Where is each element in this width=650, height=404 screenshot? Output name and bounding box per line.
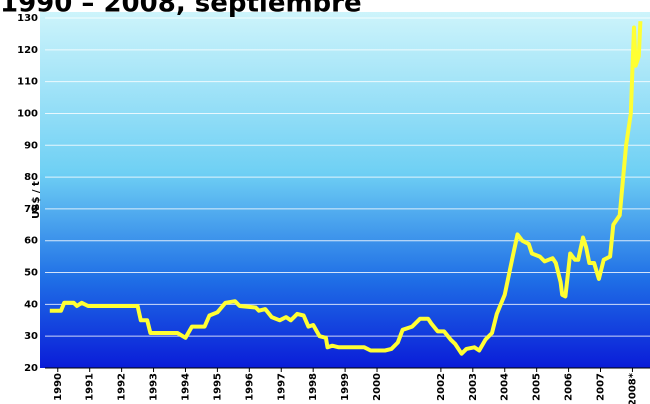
y-axis-label: US$ / t [31, 181, 42, 219]
y-tick-label: 120 [17, 45, 38, 56]
x-tick-label: 1992 [117, 373, 128, 401]
x-tick-label: 2005 [532, 373, 543, 401]
x-tick-label: 2006 [564, 373, 575, 401]
x-tick-label: 1991 [85, 373, 96, 401]
y-tick-label: 80 [24, 172, 38, 183]
x-tick-label: 1993 [149, 373, 160, 401]
y-tick-label: 130 [17, 13, 38, 24]
y-tick-label: 70 [24, 204, 38, 215]
x-tick-label: 1997 [276, 373, 287, 401]
y-tick-label: 40 [24, 299, 38, 310]
y-tick-label: 20 [24, 363, 38, 374]
x-tick-label: 2002 [436, 373, 447, 401]
line [49, 21, 643, 356]
y-tick-label: 110 [17, 77, 38, 88]
plot-background [40, 12, 650, 368]
x-tick-label: 2004 [500, 373, 511, 401]
x-tick-label: 1996 [244, 373, 255, 401]
x-tick-label: 1998 [308, 373, 319, 401]
x-tick-label: 2000 [372, 373, 383, 401]
x-tick-label: 2007 [596, 373, 607, 401]
y-tick-label: 60 [24, 236, 38, 247]
x-tick-label: 1994 [180, 373, 191, 401]
x-tick-label: 1999 [340, 373, 351, 401]
y-tick-label: 30 [24, 331, 38, 342]
y-tick-label: 50 [24, 268, 38, 279]
x-tick-label: 1995 [212, 373, 223, 401]
x-tick-label: 1990 [53, 373, 64, 401]
y-tick-label: 90 [24, 140, 38, 151]
x-tick-label: 2003 [468, 373, 479, 401]
y-tick-label: 100 [17, 108, 38, 119]
x-tick-label: 2008* [627, 372, 638, 404]
chart-title: 1990 – 2008, septiembre [0, 0, 362, 19]
